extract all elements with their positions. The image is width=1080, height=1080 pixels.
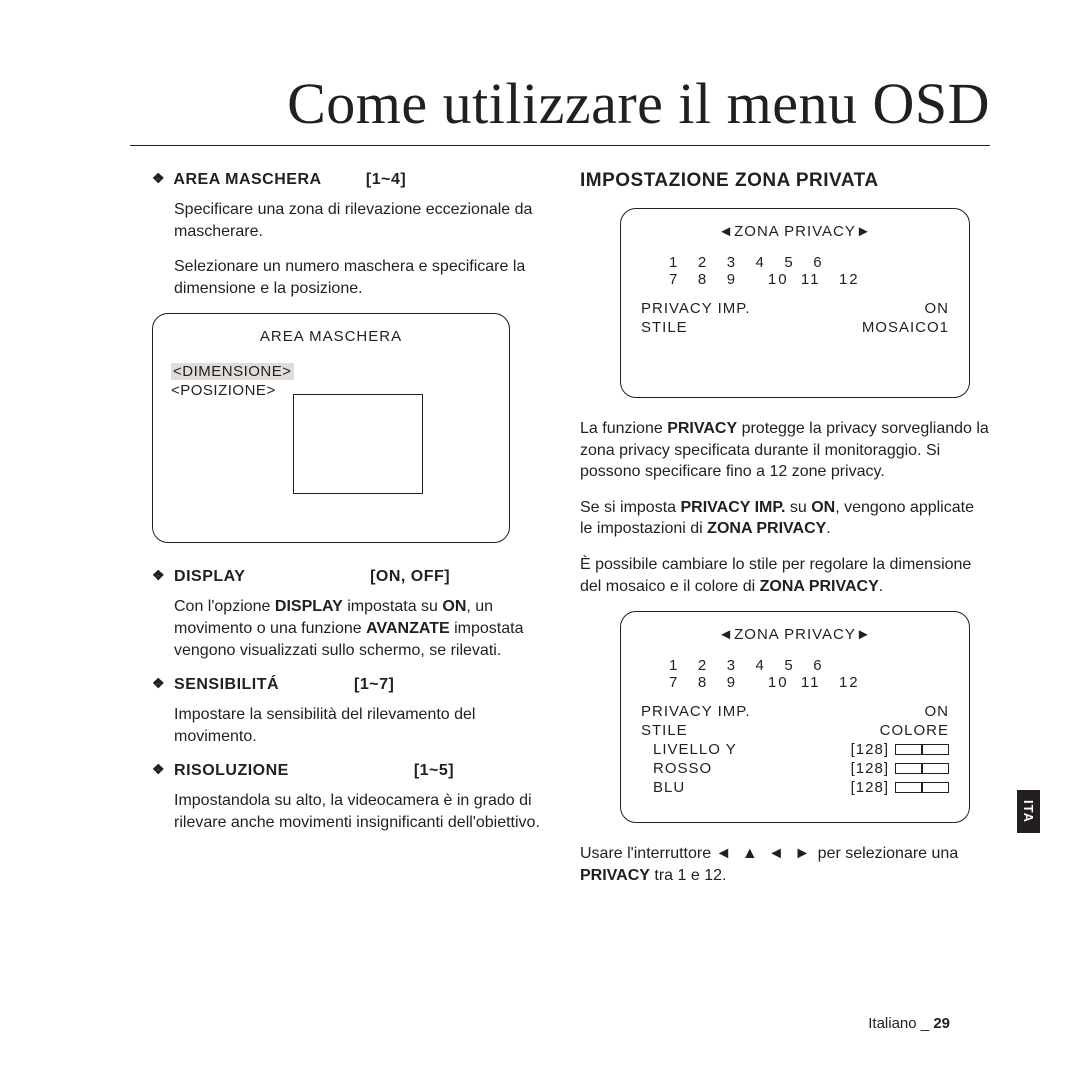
osd2-stile: STILE COLORE xyxy=(641,722,949,739)
area-maschera-range: [1~4] xyxy=(366,171,406,188)
osd2-ly-label: LIVELLO Y xyxy=(653,741,737,758)
display-heading: ❖ DISPLAY [ON, OFF] xyxy=(152,567,540,586)
ris-heading: ❖ RISOLUZIONE [1~5] xyxy=(152,761,540,780)
osd2-blu: BLU [128] xyxy=(641,779,949,796)
osd2-privacy-label: PRIVACY IMP. xyxy=(641,703,751,720)
content-columns: ❖ AREA MASCHERA [1~4] Specificare una zo… xyxy=(130,170,990,900)
osd2-stile-label: STILE xyxy=(641,722,688,739)
footer-lang: Italiano xyxy=(868,1015,916,1032)
right-p1: La funzione PRIVACY protegge la privacy … xyxy=(580,418,990,483)
sens-p: Impostare la sensibilità del rilevamento… xyxy=(152,704,540,747)
osd1-grid: 1 2 3 4 5 6 7 8 9 10 11 12 xyxy=(669,254,949,288)
display-label: DISPLAY xyxy=(174,568,245,585)
sens-heading: ❖ SENSIBILITÁ [1~7] xyxy=(152,675,540,694)
osd-box-1: ◄ZONA PRIVACY► 1 2 3 4 5 6 7 8 9 10 11 1… xyxy=(620,208,970,398)
mask-box-title: AREA MASCHERA xyxy=(171,328,491,345)
title-rule xyxy=(130,145,990,146)
ris-p: Impostandola su alto, la videocamera è i… xyxy=(152,790,540,833)
right-column: IMPOSTAZIONE ZONA PRIVATA ◄ZONA PRIVACY►… xyxy=(580,170,990,900)
osd2-row1: 1 2 3 4 5 6 xyxy=(669,657,949,674)
ris-range: [1~5] xyxy=(414,762,454,779)
slider-icon xyxy=(895,782,949,793)
osd2-blu-label: BLU xyxy=(653,779,685,796)
area-maschera-osd-box: AREA MASCHERA <DIMENSIONE> <POSIZIONE> xyxy=(152,313,510,543)
right-p2: Se si imposta PRIVACY IMP. su ON, vengon… xyxy=(580,497,990,540)
osd1-privacy-val: ON xyxy=(925,300,950,317)
diamond-icon: ❖ xyxy=(152,675,165,692)
area-maschera-p1: Specificare una zona di rilevazione ecce… xyxy=(152,199,540,242)
osd2-rosso-val: [128] xyxy=(851,760,949,777)
right-p3: È possibile cambiare lo stile per regola… xyxy=(580,554,990,597)
osd-box-2: ◄ZONA PRIVACY► 1 2 3 4 5 6 7 8 9 10 11 1… xyxy=(620,611,970,823)
zona-privata-title: IMPOSTAZIONE ZONA PRIVATA xyxy=(580,170,990,192)
slider-icon xyxy=(895,763,949,774)
diamond-icon: ❖ xyxy=(152,170,165,187)
page-footer: Italiano _ 29 xyxy=(868,1015,950,1032)
osd2-title: ◄ZONA PRIVACY► xyxy=(641,626,949,643)
osd1-title: ◄ZONA PRIVACY► xyxy=(641,223,949,240)
osd1-stile-label: STILE xyxy=(641,319,688,336)
diamond-icon: ❖ xyxy=(152,567,165,584)
language-tab: ITA xyxy=(1017,790,1040,833)
osd1-stile-val: MOSAICO1 xyxy=(862,319,949,336)
osd1-stile: STILE MOSAICO1 xyxy=(641,319,949,336)
osd1-privacy-label: PRIVACY IMP. xyxy=(641,300,751,317)
osd1-row1: 1 2 3 4 5 6 xyxy=(669,254,949,271)
slider-icon xyxy=(895,744,949,755)
display-p: Con l'opzione DISPLAY impostata su ON, u… xyxy=(152,596,540,661)
osd2-ly-val: [128] xyxy=(851,741,949,758)
osd1-privacy: PRIVACY IMP. ON xyxy=(641,300,949,317)
footer-page: 29 xyxy=(933,1015,950,1032)
osd2-rosso-label: ROSSO xyxy=(653,760,712,777)
area-maschera-label: AREA MASCHERA xyxy=(173,171,321,188)
osd1-row2: 7 8 9 10 11 12 xyxy=(669,271,949,288)
osd2-grid: 1 2 3 4 5 6 7 8 9 10 11 12 xyxy=(669,657,949,691)
osd2-rosso: ROSSO [128] xyxy=(641,760,949,777)
osd2-row2: 7 8 9 10 11 12 xyxy=(669,674,949,691)
area-maschera-heading: ❖ AREA MASCHERA [1~4] xyxy=(152,170,540,189)
osd2-privacy: PRIVACY IMP. ON xyxy=(641,703,949,720)
area-maschera-p2: Selezionare un numero maschera e specifi… xyxy=(152,256,540,299)
diamond-icon: ❖ xyxy=(152,761,165,778)
ris-label: RISOLUZIONE xyxy=(174,762,289,779)
sens-label: SENSIBILITÁ xyxy=(174,676,279,693)
sens-range: [1~7] xyxy=(354,676,394,693)
osd2-privacy-val: ON xyxy=(925,703,950,720)
osd2-stile-val: COLORE xyxy=(880,722,949,739)
display-range: [ON, OFF] xyxy=(370,568,450,585)
mask-dimensione: <DIMENSIONE> xyxy=(171,363,294,380)
right-p4: Usare l'interruttore ◄ ▲ ◄ ► per selezio… xyxy=(580,843,990,886)
osd2-blu-val: [128] xyxy=(851,779,949,796)
footer-sep: _ xyxy=(917,1015,934,1032)
left-column: ❖ AREA MASCHERA [1~4] Specificare una zo… xyxy=(130,170,540,900)
osd2-livello-y: LIVELLO Y [128] xyxy=(641,741,949,758)
page-title: Come utilizzare il menu OSD xyxy=(130,70,990,145)
mask-rect xyxy=(293,394,423,494)
